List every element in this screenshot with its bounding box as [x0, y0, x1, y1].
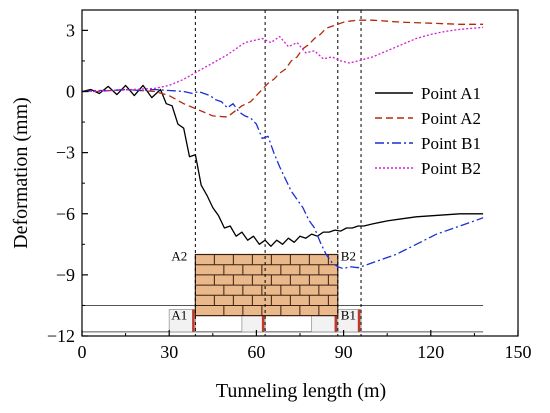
legend-label: Point A1 — [421, 84, 481, 103]
legend-label: Point B1 — [421, 134, 481, 153]
x-tick-label: 120 — [417, 342, 444, 362]
y-tick-label: −9 — [56, 265, 75, 285]
legend-label: Point B2 — [421, 159, 481, 178]
y-tick-label: −6 — [56, 204, 75, 224]
y-tick-label: 3 — [66, 20, 75, 40]
legend-label: Point A2 — [421, 109, 481, 128]
x-tick-label: 90 — [335, 342, 353, 362]
tunnel-segment — [168, 309, 196, 333]
y-axis-label: Deformation (mm) — [10, 97, 32, 249]
y-tick-label: −3 — [56, 143, 75, 163]
x-tick-label: 30 — [160, 342, 178, 362]
x-axis-label: Tunneling length (m) — [216, 380, 386, 402]
x-tick-label: 150 — [505, 342, 532, 362]
y-tick-label: −12 — [47, 326, 75, 346]
schematic-point-b1: B1 — [341, 308, 356, 323]
x-tick-label: 0 — [78, 342, 87, 362]
axes — [81, 9, 519, 337]
structure-schematic: A2 A1 B2 B1 — [82, 249, 484, 333]
y-tick-label: 0 — [66, 82, 75, 102]
series-lines — [81, 19, 484, 270]
series-line-point-a2 — [82, 19, 484, 118]
legend: Point A1 Point A2 Point B1 Point B2 — [375, 84, 481, 178]
schematic-point-b2: B2 — [341, 249, 356, 264]
series-line-point-a1 — [81, 84, 484, 247]
x-tick-label: 60 — [247, 342, 265, 362]
vertical-marker-lines — [194, 10, 362, 336]
series-line-point-b2 — [81, 26, 484, 93]
schematic-point-a1: A1 — [171, 308, 187, 323]
series-line-point-b1 — [81, 88, 484, 270]
tunnel-segment — [337, 309, 362, 333]
schematic-point-a2: A2 — [171, 249, 187, 264]
